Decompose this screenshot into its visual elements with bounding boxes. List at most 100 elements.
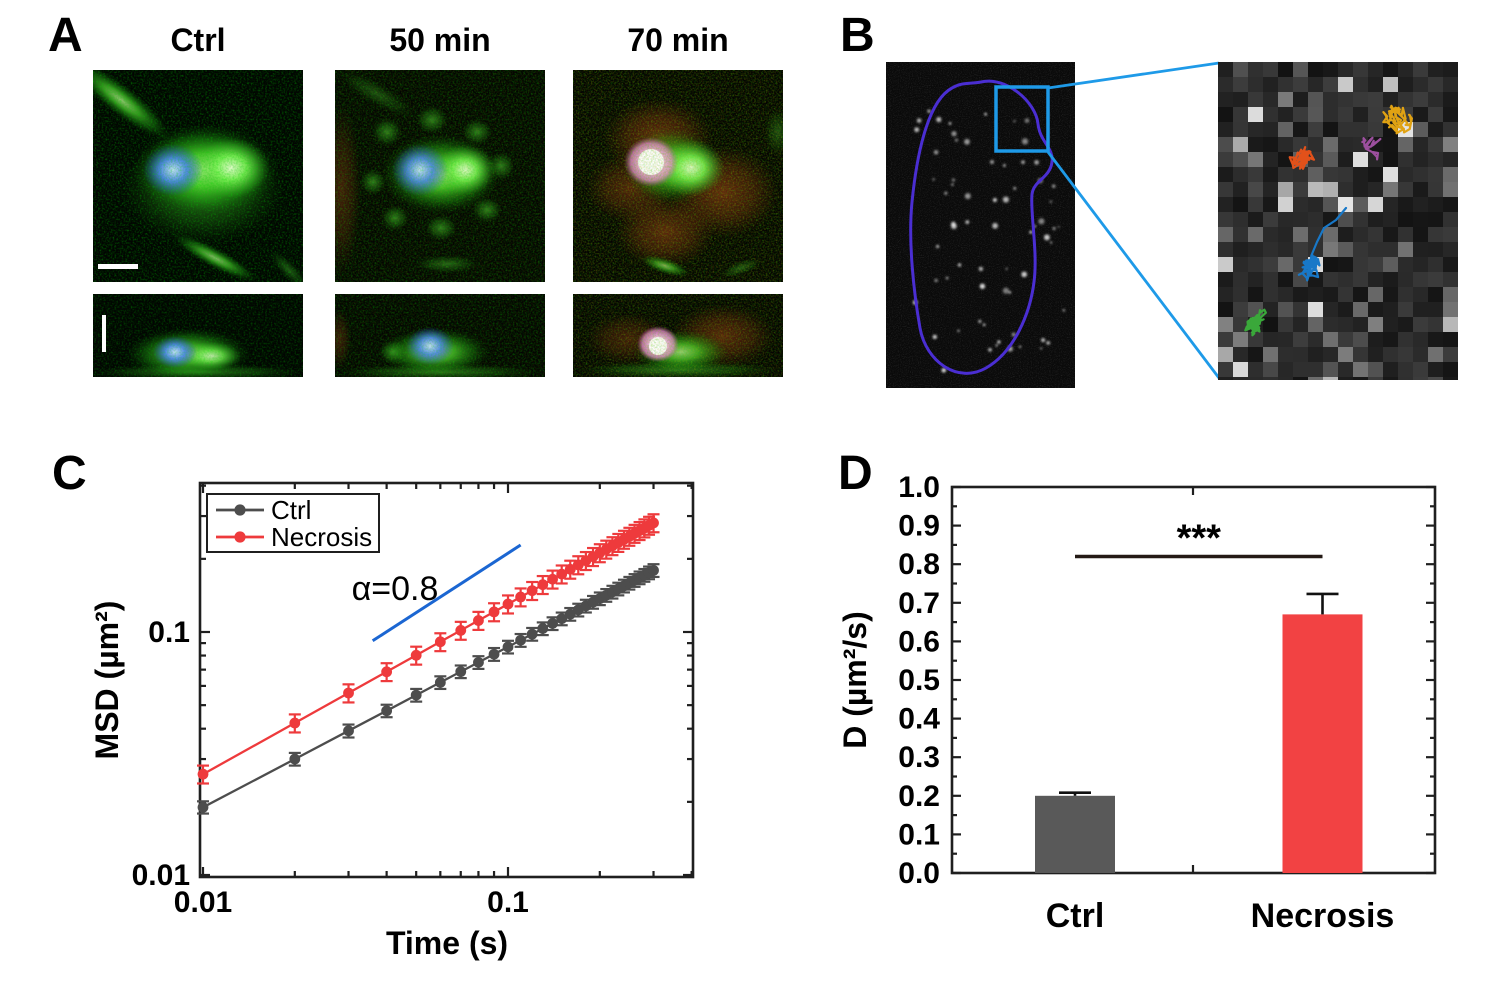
- data-point: [381, 666, 393, 678]
- pixel-cell: [1263, 377, 1278, 380]
- pixel-cell: [1293, 197, 1308, 212]
- pixel-cell: [1278, 92, 1293, 107]
- pixel-cell: [1248, 122, 1263, 137]
- pixel-cell: [1383, 332, 1398, 347]
- pixel-cell: [1383, 152, 1398, 167]
- spt-zoom-micrograph: [1218, 62, 1458, 380]
- pixel-cell: [1233, 137, 1248, 152]
- data-point: [410, 689, 422, 701]
- scale-bar: [98, 264, 138, 269]
- pixel-cell: [1398, 377, 1413, 380]
- pixel-cell: [1353, 377, 1368, 380]
- pixel-cell: [1428, 347, 1443, 362]
- pixel-cell: [1428, 182, 1443, 197]
- pixel-cell: [1368, 62, 1383, 77]
- pixel-cell: [1218, 257, 1233, 272]
- data-point: [488, 648, 500, 660]
- pixel-cell: [1293, 107, 1308, 122]
- particle-dot: [1024, 117, 1030, 124]
- pixel-cell: [1218, 167, 1233, 182]
- pixel-cell: [1278, 62, 1293, 77]
- pixel-cell: [1443, 137, 1458, 152]
- msd-chart: 0.01 0.1 0.01 0.1 Time (s) MSD (µm²) α=0.8 Ctrl…: [89, 481, 695, 961]
- particle-dot: [1020, 270, 1028, 278]
- pixel-cell: [1233, 377, 1248, 380]
- pixel-cell: [1323, 107, 1338, 122]
- y-tick-label: 0.2: [898, 780, 940, 813]
- pixel-cell: [1218, 272, 1233, 287]
- pixel-cell: [1263, 77, 1278, 92]
- pixel-cell: [1218, 362, 1233, 377]
- data-point: [556, 568, 568, 580]
- pixel-cell: [1293, 317, 1308, 332]
- pixel-cell: [1218, 347, 1233, 362]
- pixel-cell: [1323, 302, 1338, 317]
- pixel-cell: [1323, 347, 1338, 362]
- pixel-cell: [1218, 242, 1233, 257]
- pixel-cell: [1413, 377, 1428, 380]
- pixel-cell: [1323, 167, 1338, 182]
- data-point: [648, 564, 659, 576]
- significance-asterisks: ***: [1177, 517, 1222, 559]
- pixel-cell: [1248, 167, 1263, 182]
- pixel-cell: [1338, 242, 1353, 257]
- pixel-cell: [1323, 152, 1338, 167]
- pixel-cell: [1368, 92, 1383, 107]
- pixel-cell: [1323, 77, 1338, 92]
- track-purple: [1361, 136, 1382, 161]
- pixel-cell: [1398, 212, 1413, 227]
- data-point: [564, 608, 576, 620]
- data-point: [455, 666, 467, 678]
- pixel-cell: [1233, 152, 1248, 167]
- pixel-cell: [1353, 212, 1368, 227]
- particle-dot: [948, 121, 952, 126]
- pixel-cell: [1263, 107, 1278, 122]
- pixelated-background: [1218, 62, 1458, 380]
- pixel-cell: [1233, 107, 1248, 122]
- pixel-cell: [1413, 317, 1428, 332]
- particle-dot: [957, 262, 962, 268]
- particle-dot: [1057, 225, 1061, 229]
- y-tick-label: 0.9: [898, 510, 940, 543]
- pixel-cell: [1308, 377, 1323, 380]
- pixel-cell: [1263, 317, 1278, 332]
- particle-dot: [1012, 119, 1016, 123]
- pixel-cell: [1323, 287, 1338, 302]
- pixel-cell: [1443, 212, 1458, 227]
- pixel-cell: [1248, 77, 1263, 92]
- particle-dots: [912, 108, 1066, 374]
- pixel-cell: [1398, 167, 1413, 182]
- track-green: [1244, 308, 1268, 337]
- pixel-cell: [1278, 167, 1293, 182]
- pixel-cell: [1308, 137, 1323, 152]
- pixel-cell: [1353, 242, 1368, 257]
- pixel-cell: [1413, 362, 1428, 377]
- particle-dot: [1049, 199, 1053, 204]
- pixel-cell: [1233, 77, 1248, 92]
- pixel-cell: [1323, 137, 1338, 152]
- pixel-cell: [1383, 287, 1398, 302]
- pixel-cell: [1398, 272, 1413, 287]
- particle-dot: [916, 117, 922, 124]
- pixel-cell: [1428, 302, 1443, 317]
- pixel-cell: [1338, 287, 1353, 302]
- pixel-cell: [1428, 362, 1443, 377]
- pixel-cell: [1308, 332, 1323, 347]
- pixel-cell: [1368, 197, 1383, 212]
- data-point: [473, 615, 484, 626]
- pixel-cell: [1413, 197, 1428, 212]
- pixel-cell: [1398, 242, 1413, 257]
- pixel-cell: [1353, 302, 1368, 317]
- pixel-cell: [1338, 137, 1353, 152]
- pixel-cell: [1353, 227, 1368, 242]
- data-point: [502, 641, 514, 653]
- pixel-cell: [1218, 212, 1233, 227]
- pixel-cell: [1338, 122, 1353, 137]
- pixel-cell: [1308, 77, 1323, 92]
- data-point: [648, 517, 659, 529]
- pixel-cell: [1428, 122, 1443, 137]
- pixel-cell: [1278, 257, 1293, 272]
- particle-dot: [1020, 159, 1026, 165]
- pixel-cell: [1383, 182, 1398, 197]
- pixel-cell: [1323, 197, 1338, 212]
